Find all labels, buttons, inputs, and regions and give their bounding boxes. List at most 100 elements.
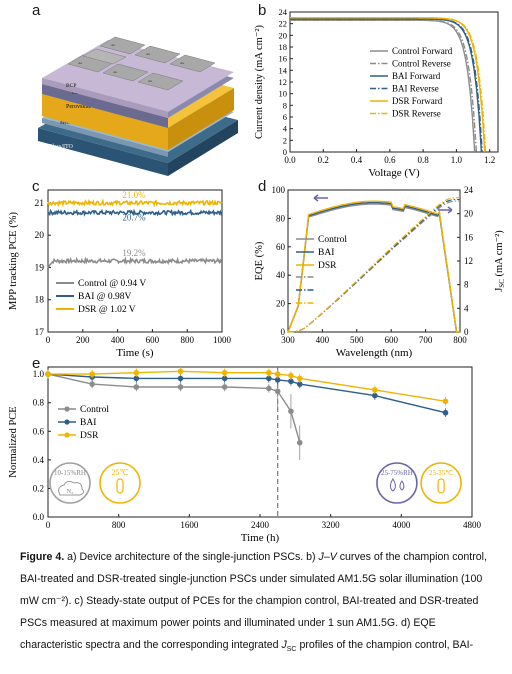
jsc-axis-arrow bbox=[438, 206, 453, 214]
eqe-chart: 300 400 500 600 700 8000204060801000481216202… bbox=[254, 185, 506, 359]
jv-xtick-label: 0.2 bbox=[318, 155, 329, 165]
layer-perovskite-front bbox=[42, 94, 168, 150]
panel-label-e: e bbox=[32, 355, 41, 372]
stability-point bbox=[266, 385, 272, 392]
jsc-ytick-label: 20 bbox=[464, 209, 474, 219]
mpp-ytick-label: 19 bbox=[35, 263, 45, 273]
svg-text:Au: Au bbox=[180, 61, 185, 65]
stability-chart: 0 800 1600 2400 3200 4000 4800 0.0 0.2 0.4 0.6 0.8 1… bbox=[8, 366, 482, 544]
au-electrodes bbox=[67, 36, 216, 91]
stability-xtick-label: 800 bbox=[112, 520, 126, 530]
eqe-series-line bbox=[287, 200, 460, 333]
stability-point bbox=[177, 368, 184, 375]
stability-ytick-label: 0.2 bbox=[33, 483, 44, 493]
jv-legend-label: DSR Forward bbox=[392, 96, 443, 106]
jv-ytick-label: 22 bbox=[279, 19, 288, 29]
mpp-ytick-label: 21 bbox=[35, 199, 45, 209]
stability-point bbox=[133, 369, 140, 376]
mpp-legend-label: BAI @ 0.98V bbox=[78, 292, 131, 302]
eqe-ytick-label: 20 bbox=[276, 299, 286, 309]
mpp-ytick-label: 20 bbox=[35, 231, 45, 241]
stability-point bbox=[274, 371, 281, 377]
stability-point bbox=[288, 378, 294, 385]
jsc-series-line bbox=[287, 197, 460, 333]
stability-legend-marker bbox=[64, 419, 70, 425]
jv-ytick-label: 12 bbox=[279, 77, 288, 87]
stability-legend-label: Control bbox=[80, 405, 109, 415]
jv-ytick-label: 24 bbox=[279, 7, 288, 17]
mpp-legend-label: DSR @ 1.02 V bbox=[78, 305, 136, 315]
stability-ytick-label: 0.4 bbox=[33, 455, 45, 465]
device-architecture-diagram: Glass/ITO MeO-2PACz Perovskite C60 BCP A… bbox=[38, 36, 238, 176]
stability-ytick-label: 0.8 bbox=[33, 398, 45, 408]
jv-xtick-label: 0.6 bbox=[384, 155, 396, 165]
stability-point bbox=[177, 384, 184, 390]
humidity-label: 25-75%RH bbox=[381, 469, 413, 477]
stability-point bbox=[45, 371, 51, 377]
layer-c60-front bbox=[42, 84, 168, 128]
stability-ytick-label: 0.0 bbox=[33, 512, 45, 522]
svg-text:Au: Au bbox=[78, 61, 83, 65]
stability-xtick-label: 3200 bbox=[322, 520, 341, 530]
jv-ytick-label: 14 bbox=[279, 65, 288, 75]
panel-b: b 0.0 0.2 0.4 0.6 0.8 1.0 1.2 0 2 4 6 8 10 12 14 16 18 20… bbox=[250, 0, 512, 185]
stability-point bbox=[133, 375, 140, 382]
jv-xtick-label: 0.0 bbox=[284, 155, 296, 165]
mpp-annotation-bai: 20.7% bbox=[122, 213, 146, 223]
stability-point bbox=[296, 381, 303, 387]
jv-series-line bbox=[290, 17, 487, 153]
eqe-axis-arrowhead bbox=[313, 194, 319, 202]
stability-plot-frame bbox=[47, 366, 473, 518]
eqe-legend-label: DSR bbox=[318, 261, 337, 271]
stability-ytick-label: 1.0 bbox=[33, 369, 45, 379]
panel-d: d 300 400 500 600 700 800 0 20 40 60 80 100 0 4 8 12 16 2… bbox=[250, 178, 512, 363]
stability-point bbox=[221, 375, 228, 382]
eqe-ytick-label: 0 bbox=[281, 327, 286, 337]
stability-legend-label: DSR bbox=[80, 431, 99, 441]
stability-point bbox=[288, 372, 294, 379]
jv-xtick-label: 0.8 bbox=[417, 155, 429, 165]
jv-legend-label: Control Forward bbox=[392, 46, 453, 56]
svg-text:Au: Au bbox=[148, 79, 153, 83]
jv-series-line bbox=[290, 19, 478, 153]
mpp-xtick-label: 400 bbox=[111, 335, 125, 345]
layer-glass-front bbox=[38, 128, 168, 176]
stability-legend-marker bbox=[64, 432, 70, 438]
eqe-xtick-label: 500 bbox=[350, 335, 364, 345]
mpp-ytick-label: 18 bbox=[35, 296, 45, 306]
mpp-legend-label: Control @ 0.94 V bbox=[78, 279, 146, 289]
jsc-ytick-label: 8 bbox=[464, 280, 469, 290]
temperature-25-label: 25℃ bbox=[112, 468, 129, 477]
stability-point bbox=[89, 381, 95, 387]
mpp-series-line bbox=[47, 198, 223, 208]
jsc-series-line bbox=[287, 198, 460, 333]
layer-glass-label: Glass/ITO bbox=[48, 144, 74, 150]
jv-ytick-label: 10 bbox=[279, 89, 288, 99]
figure-caption: Figure 4. a) Device architecture of the … bbox=[20, 546, 498, 661]
mpp-plot-frame bbox=[47, 189, 223, 333]
jsc-ytick-label: 0 bbox=[464, 327, 469, 337]
stability-point bbox=[89, 371, 95, 377]
jv-ytick-label: 16 bbox=[279, 54, 288, 64]
caption-line-4: PSCs measured at maximum power points an… bbox=[20, 617, 436, 629]
stability-point bbox=[442, 409, 449, 416]
mpp-ylabel: MPP tracking PCE (%) bbox=[8, 212, 19, 310]
eqe-legend-label: BAI bbox=[318, 248, 334, 258]
temperature-25-badge bbox=[99, 462, 141, 504]
jv-xtick-label: 1.0 bbox=[451, 155, 463, 165]
layer-glass-side bbox=[168, 120, 238, 176]
mpp-annotation-dsr: 21.0% bbox=[122, 190, 146, 200]
eqe-ylabel: EQE (%) bbox=[254, 241, 265, 280]
stability-legend-marker bbox=[64, 406, 70, 412]
eqe-ytick-label: 100 bbox=[272, 185, 286, 195]
stability-xlabel: Time (h) bbox=[241, 532, 280, 544]
jv-legend-label: Control Reverse bbox=[392, 59, 451, 69]
mpp-xtick-label: 0 bbox=[46, 335, 51, 345]
panel-label-a: a bbox=[32, 2, 41, 19]
jv-chart: 0.0 0.2 0.4 0.6 0.8 1.0 1.20246810121416182022… bbox=[254, 7, 499, 179]
jv-legend-label: BAI Reverse bbox=[392, 84, 439, 94]
stability-point bbox=[221, 369, 228, 376]
eqe-ytick-label: 40 bbox=[276, 270, 286, 280]
jv-series-line bbox=[290, 17, 486, 153]
panel-e: e 0 800 1600 2400 3200 4000 4800 0.0 0.2 0.4 0.6 0.… bbox=[0, 355, 512, 545]
